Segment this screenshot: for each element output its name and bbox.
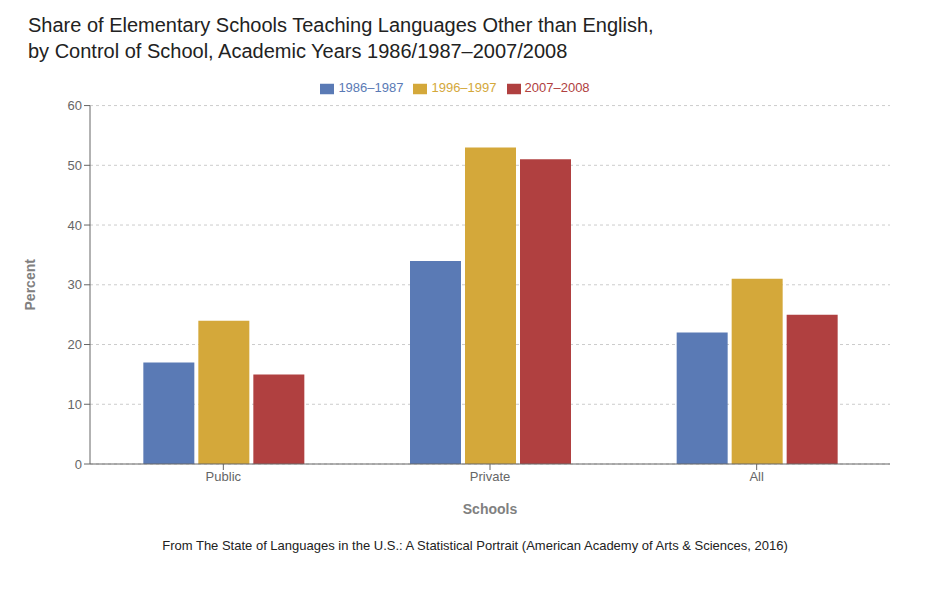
svg-text:30: 30 — [68, 277, 82, 292]
svg-text:50: 50 — [68, 158, 82, 173]
html-text:1986–1987: 1986–1987 — [338, 80, 404, 95]
svg-text:0: 0 — [75, 457, 82, 472]
html-text:Share of Elementary Schools Te: Share of Elementary Schools Teaching Lan… — [28, 14, 654, 36]
html-text:2007–2008: 2007–2008 — [524, 80, 590, 95]
html-text:by Control of School, Academic: by Control of School, Academic Years 198… — [28, 40, 568, 62]
svg-text:All: All — [749, 469, 764, 484]
svg-text:Percent: Percent — [22, 259, 38, 311]
svg-text:Public: Public — [206, 469, 242, 484]
svg-text:Schools: Schools — [463, 501, 518, 517]
svg-text:40: 40 — [68, 218, 82, 233]
html-text:From The State of Languages in: From The State of Languages in the U.S.:… — [162, 538, 788, 553]
html-text:1996–1997: 1996–1997 — [431, 80, 497, 95]
svg-text:20: 20 — [68, 337, 82, 352]
svg-text:60: 60 — [68, 98, 82, 113]
svg-text:10: 10 — [68, 397, 82, 412]
svg-text:Private: Private — [470, 469, 510, 484]
